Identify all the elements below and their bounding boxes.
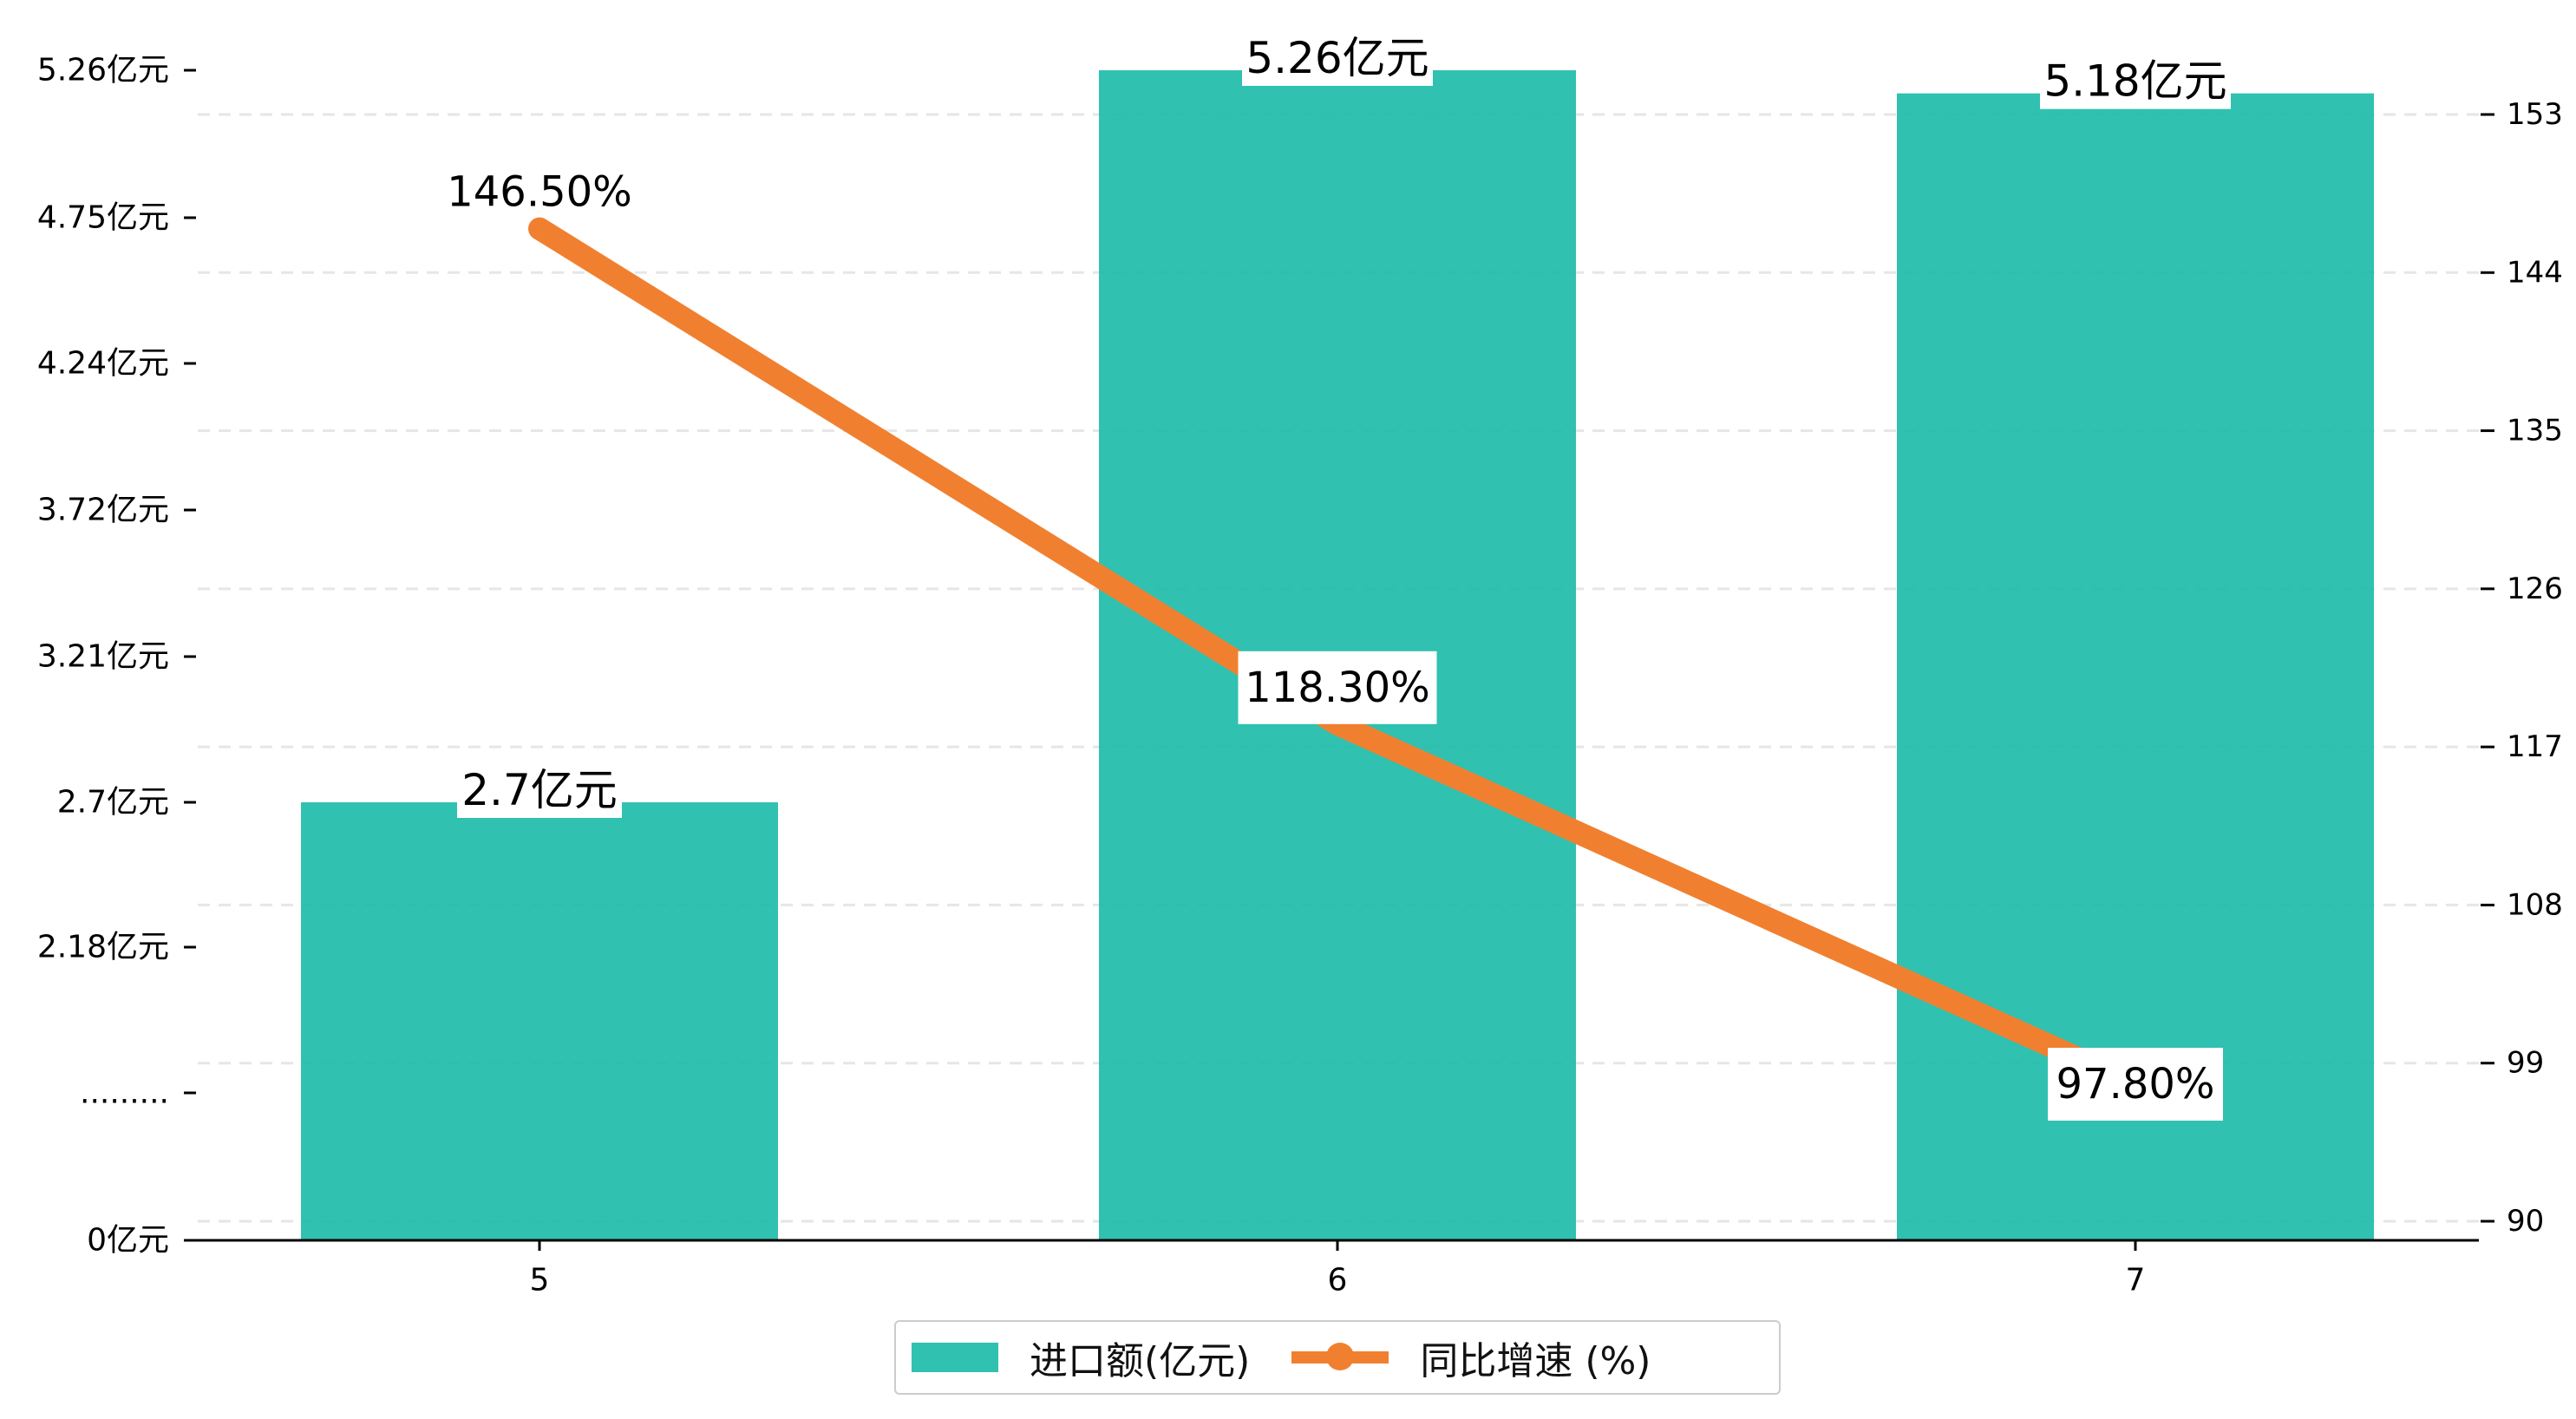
y-left-tick-label: 0亿元 — [87, 1223, 169, 1259]
y-left-tick-label: 3.72亿元 — [37, 493, 169, 528]
x-tick-label: 5 — [530, 1263, 550, 1298]
label-layer: 2.7亿元 5.26亿元 5.18亿元 146.50% 118.30% 97.80% — [447, 30, 2231, 1121]
legend-item-bar: 进口额(亿元) — [912, 1330, 1250, 1385]
legend-label-line: 同比增速 (%) — [1420, 1339, 1651, 1383]
bar-value-label: 5.26亿元 — [1246, 33, 1429, 83]
growth-point-5 — [528, 217, 551, 240]
legend-label-bar: 进口额(亿元) — [1030, 1339, 1251, 1383]
y-left-tick-label: 3.21亿元 — [37, 639, 169, 675]
bar-label-bg — [1242, 30, 1433, 86]
bar-value-label: 5.18亿元 — [2043, 56, 2226, 107]
y-right-tick-label: 90 — [2507, 1204, 2544, 1239]
legend-swatch-line — [1291, 1343, 1389, 1372]
line-label-bg — [2048, 1048, 2223, 1121]
bar-value-label: 2.7亿元 — [461, 765, 618, 815]
growth-value-label: 118.30% — [1245, 664, 1430, 712]
legend: 进口额(亿元) 同比增速 (%) — [894, 1320, 1781, 1395]
axis-layer: 0亿元......... 2.18亿元 2.7亿元 3.21亿元 3.72亿元 4.24亿… — [37, 53, 2563, 1298]
y-right-tick-label: 108 — [2507, 887, 2563, 922]
y-left-tick-label: 5.26亿元 — [37, 53, 169, 88]
y-left-tick-label: 2.7亿元 — [57, 785, 169, 821]
x-tick-label: 6 — [1328, 1263, 1348, 1298]
y-left-tick-label: ......... — [80, 1076, 169, 1111]
y-right-tick-label: 117 — [2507, 729, 2563, 764]
bar-label-bg — [2040, 53, 2231, 109]
y-right-tick-label: 126 — [2507, 572, 2563, 606]
y-right-tick-label: 144 — [2507, 255, 2563, 290]
legend-item-line: 同比增速 (%) — [1291, 1330, 1651, 1385]
line-label-bg — [1238, 651, 1437, 724]
y-left-tick-label: 4.24亿元 — [37, 346, 169, 382]
bar-5 — [301, 802, 778, 1240]
legend-swatch-bar — [912, 1343, 998, 1372]
x-tick-label: 7 — [2126, 1263, 2146, 1298]
y-left-tick-label: 4.75亿元 — [37, 200, 169, 236]
y-right-tick-label: 135 — [2507, 414, 2563, 448]
bar-label-bg — [457, 762, 622, 818]
growth-value-label: 146.50% — [447, 168, 632, 217]
growth-value-label: 97.80% — [2056, 1060, 2214, 1108]
y-right-tick-label: 99 — [2507, 1046, 2544, 1081]
y-right-tick-label: 153 — [2507, 97, 2563, 132]
y-left-tick-label: 2.18亿元 — [37, 930, 169, 965]
